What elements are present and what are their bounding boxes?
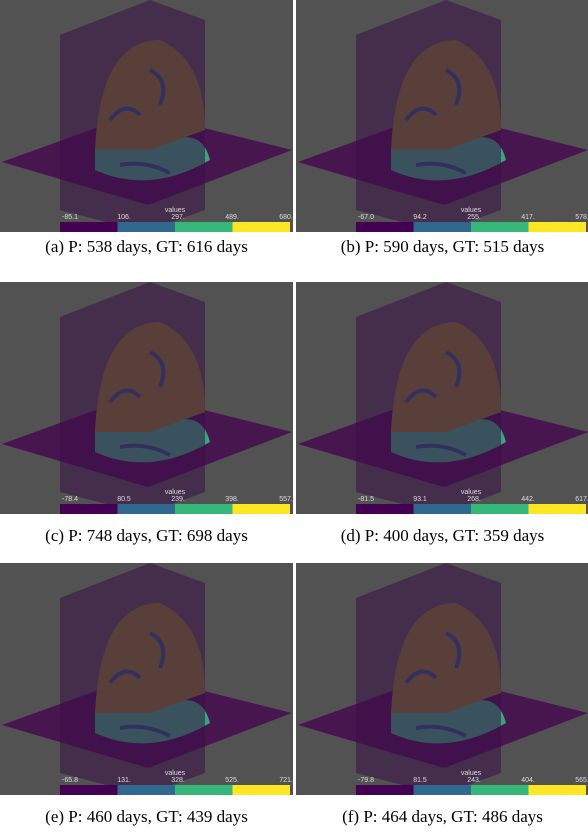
colorbar-tick: 81.5 [413,777,427,784]
colorbar-segment [414,785,472,795]
colorbar-tick: -78.4 [62,496,78,503]
colorbar-segment [175,785,233,795]
colorbar-tick: 442. [521,496,535,503]
colorbar-tick: 93.1 [413,496,427,503]
colorbar-segment [60,222,118,232]
colorbar-segment [529,222,587,232]
colorbar-segment [471,785,529,795]
vertical-plane [356,282,501,514]
colorbar-segment [471,504,529,514]
caption: (e) P: 460 days, GT: 439 days [45,807,248,826]
colorbar-segment [414,222,472,232]
colorbar-segment [60,785,118,795]
colorbar-segment [233,222,291,232]
colorbar-tick: -79.8 [358,777,374,784]
caption: (d) P: 400 days, GT: 359 days [341,526,545,545]
colorbar-tick: 417. [521,214,535,221]
panel: values -81.5 93.1 268. 442. 617. [296,282,588,514]
colorbar-tick: -85.1 [62,214,78,221]
panel: values -78.4 80.5 239. 398. 557. [0,282,293,514]
caption: (a) P: 538 days, GT: 616 days [45,237,248,256]
colorbar-tick: 94.2 [413,214,427,221]
vertical-plane [356,563,501,795]
colorbar-title: values [165,207,186,214]
colorbar-tick: -81.5 [358,496,374,503]
colorbar-tick: 328. [171,777,185,784]
colorbar-tick: -65.8 [62,777,78,784]
colorbar-segment [233,504,291,514]
colorbar-segment [233,785,291,795]
colorbar-title: values [461,770,482,777]
colorbar-segment [356,504,414,514]
colorbar-segment [175,222,233,232]
caption: (f) P: 464 days, GT: 486 days [342,807,543,826]
panel: values -65.8 131. 328. 525. 721. [0,563,293,795]
colorbar-segment [118,785,176,795]
colorbar-segment [175,504,233,514]
colorbar-tick: 578. [575,214,588,221]
vertical-plane [356,0,501,232]
vertical-plane [60,563,205,795]
colorbar-tick: 239. [171,496,185,503]
colorbar-tick: 243. [467,777,481,784]
colorbar-segment [118,504,176,514]
caption: (c) P: 748 days, GT: 698 days [45,526,248,545]
colorbar-tick: 721. [279,777,293,784]
colorbar-tick: 565. [575,777,588,784]
caption: (b) P: 590 days, GT: 515 days [341,237,545,256]
colorbar-tick: 398. [225,496,239,503]
colorbar-tick: 106. [117,214,131,221]
figure: values -85.1 106. 297. 489. 680. (a) P: 538 da… [0,0,588,833]
colorbar-tick: 80.5 [117,496,131,503]
colorbar-title: values [165,770,186,777]
colorbar-title: values [165,489,186,496]
colorbar-title: values [461,489,482,496]
panel: values -85.1 106. 297. 489. 680. [0,0,293,232]
colorbar-tick: 268. [467,496,481,503]
colorbar-segment [356,222,414,232]
colorbar-segment [471,222,529,232]
vertical-plane [60,282,205,514]
colorbar-segment [356,785,414,795]
colorbar-tick: 557. [279,496,293,503]
colorbar-tick: 617. [575,496,588,503]
panel: values -79.8 81.5 243. 404. 565. [296,563,588,795]
colorbar-tick: 297. [171,214,185,221]
colorbar-tick: 680. [279,214,293,221]
colorbar-tick: 489. [225,214,239,221]
colorbar-segment [529,785,587,795]
page: values -85.1 106. 297. 489. 680. (a) P: 538 da… [0,0,588,833]
colorbar-tick: 525. [225,777,239,784]
colorbar-segment [60,504,118,514]
vertical-plane [60,0,205,232]
colorbar-tick: -67.0 [358,214,374,221]
colorbar-tick: 255. [467,214,481,221]
panel: values -67.0 94.2 255. 417. 578. [296,0,588,232]
colorbar-tick: 131. [117,777,131,784]
colorbar-segment [118,222,176,232]
colorbar-tick: 404. [521,777,535,784]
colorbar-segment [414,504,472,514]
colorbar-title: values [461,207,482,214]
colorbar-segment [529,504,587,514]
